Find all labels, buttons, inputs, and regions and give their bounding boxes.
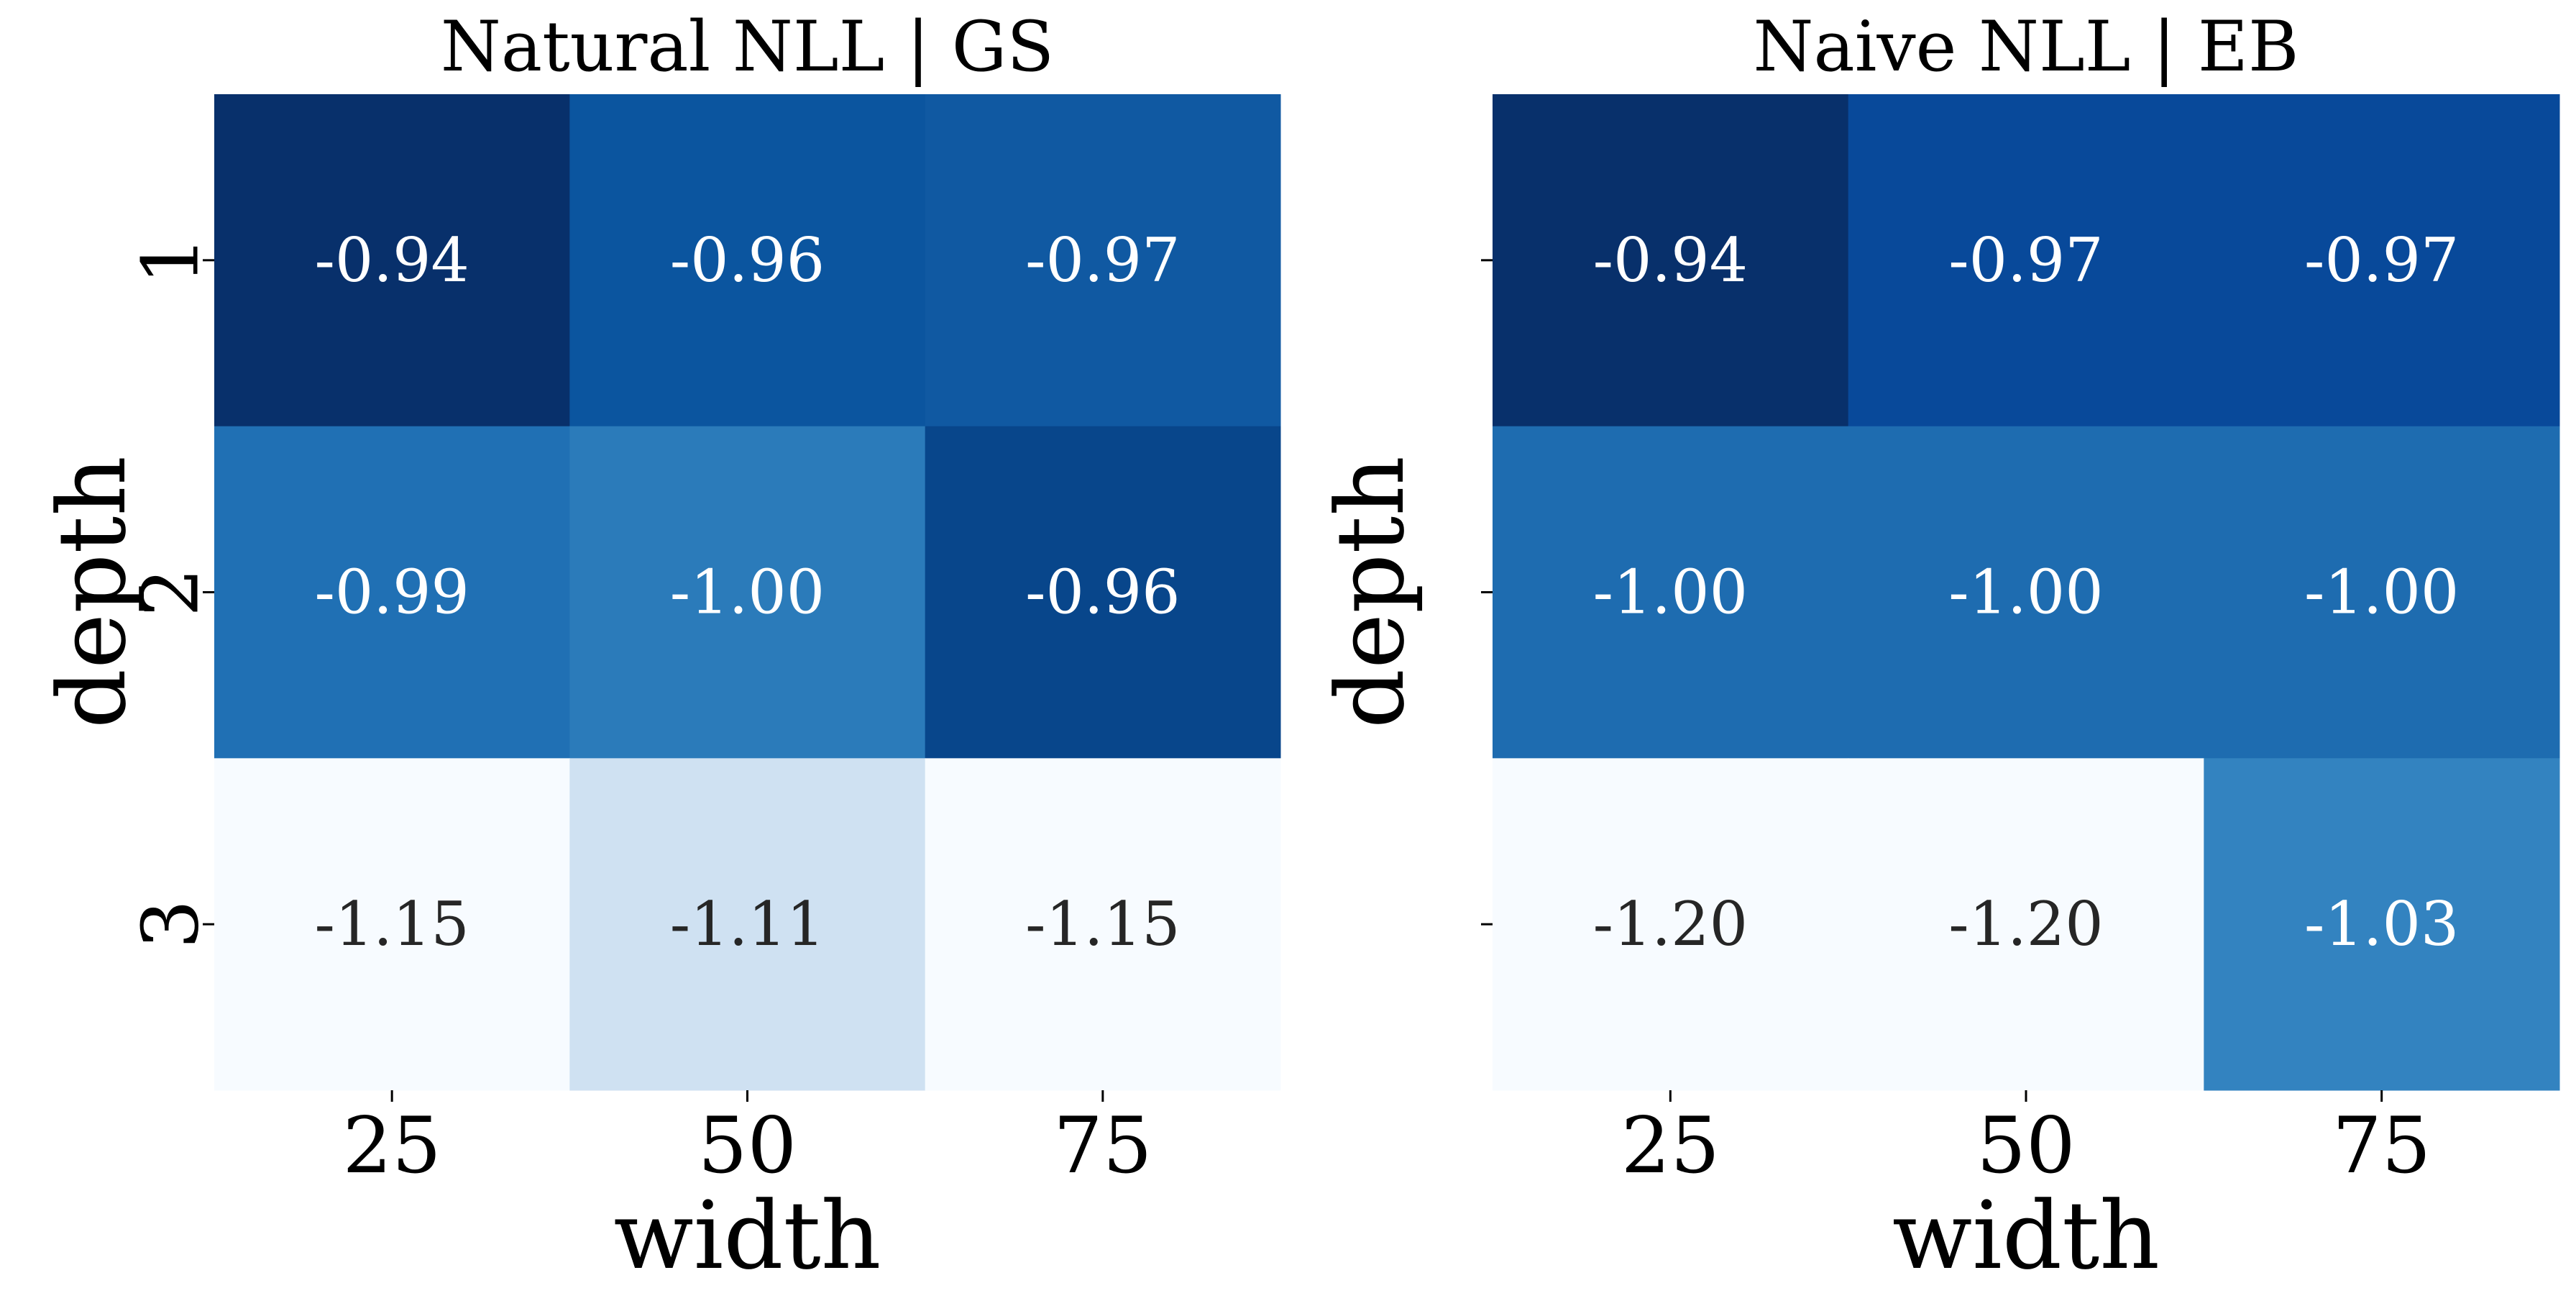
cell-value-label: -1.00 bbox=[1948, 557, 2103, 628]
heatmap-cell bbox=[569, 426, 926, 759]
heatmap-cell bbox=[1848, 94, 2204, 427]
cell-value-label: -0.96 bbox=[670, 225, 825, 296]
cell-value-label: -0.97 bbox=[1025, 225, 1180, 296]
x-axis-label: width bbox=[613, 1181, 881, 1290]
cell-value-label: -1.00 bbox=[2304, 557, 2459, 628]
cell-value-label: -1.20 bbox=[1948, 889, 2103, 959]
heatmap-cell bbox=[569, 758, 926, 1091]
heatmap-cell bbox=[2204, 758, 2560, 1091]
heatmap-panel-2: -0.94 -0.97 -0.97 -1.00 -1.00 -1.00 -1.20 -1.20… bbox=[1316, 6, 2560, 1290]
y-axis-label: depth bbox=[1316, 456, 1425, 729]
cell-value-label: -1.20 bbox=[1593, 889, 1748, 959]
heatmap-cell bbox=[925, 426, 1281, 759]
cell-value-label: -0.97 bbox=[1948, 225, 2103, 296]
cell-value-label: -0.97 bbox=[2304, 225, 2459, 296]
heatmap-cell bbox=[925, 758, 1281, 1091]
heatmap-cell bbox=[214, 426, 570, 759]
x-tick-label: 25 bbox=[342, 1101, 441, 1191]
cell-value-label: -1.15 bbox=[1025, 889, 1180, 959]
cell-value-label: -0.94 bbox=[1593, 225, 1748, 296]
cell-value-label: -1.15 bbox=[314, 889, 469, 959]
y-axis-label: depth bbox=[37, 456, 147, 729]
heatmap-cell bbox=[2204, 94, 2560, 427]
heatmap-panel-1: -0.94 -0.96 -0.97 -0.99 -1.00 -0.96 -1.15 -1.11… bbox=[37, 6, 1281, 1290]
heatmap-cell bbox=[214, 758, 570, 1091]
heatmap-cell bbox=[1493, 758, 1849, 1091]
heatmap-cell bbox=[569, 94, 926, 427]
chart-title: Naive NLL | EB bbox=[1754, 6, 2299, 87]
cell-value-label: -1.00 bbox=[1593, 557, 1748, 628]
cell-value-label: -0.96 bbox=[1025, 557, 1180, 628]
heatmap-cell bbox=[1848, 426, 2204, 759]
x-tick-label: 75 bbox=[1053, 1101, 1152, 1191]
chart-title: Natural NLL | GS bbox=[441, 6, 1054, 87]
cell-value-label: -1.11 bbox=[670, 889, 825, 959]
x-tick-label: 25 bbox=[1621, 1101, 1720, 1191]
heatmap-cell bbox=[1493, 426, 1849, 759]
heatmap-cell bbox=[925, 94, 1281, 427]
y-tick-label: 2 bbox=[127, 567, 216, 617]
cell-value-label: -1.03 bbox=[2304, 889, 2459, 959]
x-tick-label: 50 bbox=[698, 1101, 797, 1191]
y-tick-label: 1 bbox=[127, 235, 216, 285]
x-axis-label: width bbox=[1892, 1181, 2160, 1290]
cell-value-label: -1.00 bbox=[670, 557, 825, 628]
heatmap-cell bbox=[1848, 758, 2204, 1091]
heatmap-cell bbox=[2204, 426, 2560, 759]
heatmap-cell bbox=[1493, 94, 1849, 427]
heatmap-cell bbox=[214, 94, 570, 427]
x-tick-label: 75 bbox=[2332, 1101, 2431, 1191]
cell-value-label: -0.99 bbox=[314, 557, 469, 628]
x-tick-label: 50 bbox=[1976, 1101, 2075, 1191]
y-tick-label: 3 bbox=[127, 900, 216, 949]
cell-value-label: -0.94 bbox=[314, 225, 469, 296]
